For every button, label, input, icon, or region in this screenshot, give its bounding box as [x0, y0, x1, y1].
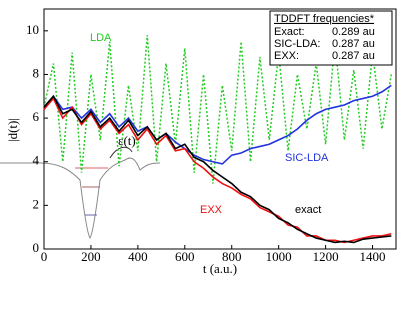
x-tick-label: 1200	[313, 249, 339, 264]
series-label: EXX	[200, 204, 223, 216]
x-tick-label: 200	[81, 249, 101, 264]
y-axis-label: |d(t)|	[5, 118, 20, 142]
inset-label: ε(t)	[118, 133, 136, 148]
frequency-box: TDDFT frequencies* Exact: 0.289 au SIC-LDA…	[269, 10, 393, 66]
x-tick-label: 0	[41, 249, 48, 264]
y-tick-label: 0	[33, 240, 40, 255]
frequency-value: 0.287 au	[332, 38, 375, 50]
frequency-value: 0.287 au	[332, 50, 375, 62]
x-tick-label: 600	[175, 249, 195, 264]
frequency-box-title: TDDFT frequencies*	[274, 13, 375, 25]
series-line	[43, 84, 392, 165]
y-tick-label: 6	[33, 109, 40, 124]
y-tick-label: 8	[33, 65, 40, 80]
frequency-box-frame	[269, 10, 393, 66]
series-label: SIC-LDA	[285, 152, 329, 164]
frequency-method: EXX:	[274, 50, 299, 62]
plot-frame	[43, 8, 397, 250]
y-tick-label: 10	[26, 22, 39, 37]
frequency-method: SIC-LDA:	[274, 38, 320, 50]
series-label: exact	[295, 204, 321, 216]
series-line	[43, 97, 392, 244]
series-line	[43, 94, 392, 244]
x-tick-label: 1000	[266, 249, 292, 264]
x-tick-label: 1400	[360, 249, 386, 264]
y-tick-label: 4	[33, 153, 40, 168]
x-tick-label: 400	[128, 249, 148, 264]
inset-diagram	[0, 146, 161, 239]
x-axis-label: t (a.u.)	[203, 261, 237, 276]
frequency-value: 0.289 au	[332, 26, 375, 38]
frequency-method: Exact:	[274, 26, 305, 38]
y-tick-label: 2	[33, 196, 40, 211]
x-tick-label: 800	[222, 249, 242, 264]
series-label: LDA	[90, 32, 112, 44]
